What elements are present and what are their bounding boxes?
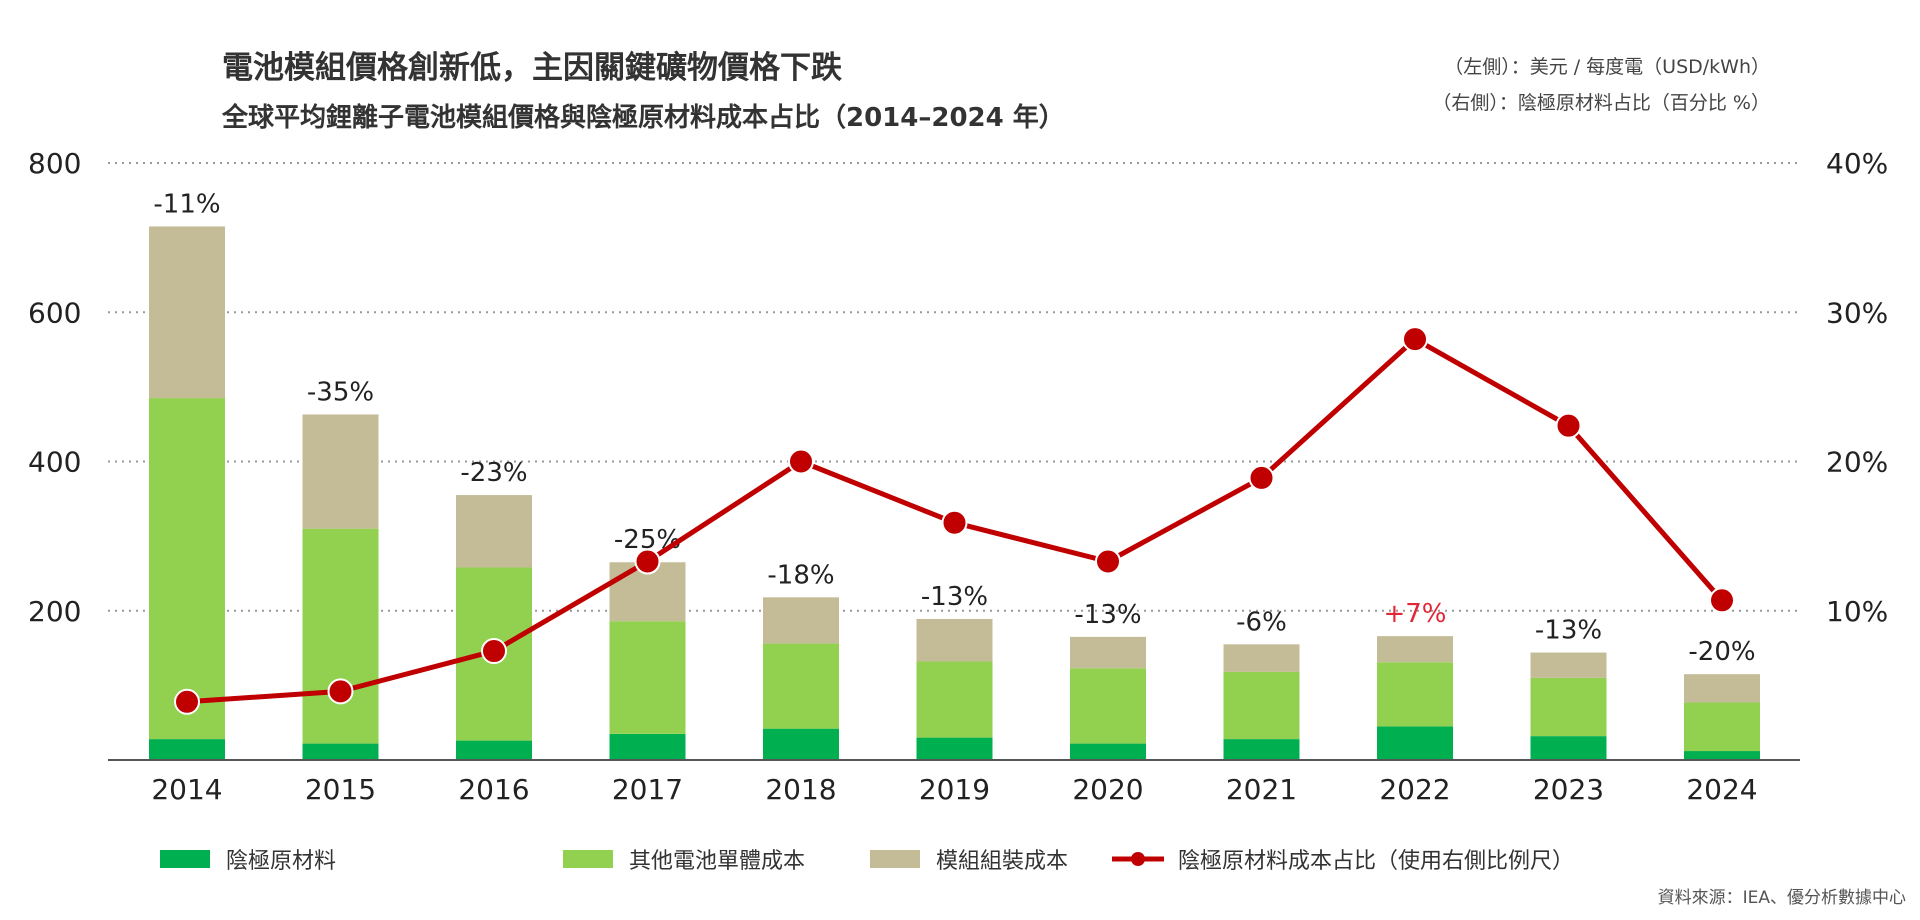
right-axis-tick-label: 20% — [1826, 446, 1888, 479]
bar-other-cell — [1684, 702, 1760, 752]
chart-title: 電池模組價格創新低，主因關鍵礦物價格下跌 — [222, 50, 842, 86]
source-note: 資料來源：IEA、優分析數據中心 — [1657, 888, 1906, 908]
bar-cathode — [1684, 751, 1760, 760]
bar-other-cell — [609, 621, 686, 734]
legend-item-other-cell: 其他電池單體成本 — [563, 843, 805, 875]
chart-subtitle: 全球平均鋰離子電池模組價格與陰極原材料成本占比（2014–2024 年） — [222, 103, 1065, 133]
share-point — [788, 448, 814, 475]
bar-change-label: -35% — [307, 377, 374, 407]
bar-cathode — [609, 733, 686, 760]
bar-change-label: -13% — [1535, 616, 1602, 646]
bar-other-cell — [1223, 671, 1300, 740]
left-axis-unit-note: （左側）：美元 / 每度電（USD/kWh） — [1444, 56, 1770, 78]
legend-label-share-line: 陰極原材料成本占比（使用右側比例尺） — [1178, 849, 1575, 874]
x-axis-tick-label: 2018 — [765, 773, 836, 806]
bar-other-cell — [916, 661, 993, 738]
legend-label-other-cell: 其他電池單體成本 — [629, 849, 806, 874]
left-axis-tick-label: 400 — [28, 446, 81, 479]
legend-swatch-other-cell — [563, 850, 613, 868]
bar-other-cell — [302, 528, 379, 744]
bar-other-cell — [1377, 662, 1453, 727]
bar-assembly — [456, 495, 532, 568]
bar-assembly — [916, 618, 993, 662]
bar-assembly — [302, 414, 379, 529]
x-axis-tick-label: 2023 — [1533, 773, 1604, 806]
legend-label-cathode: 陰極原材料 — [226, 849, 337, 874]
share-point — [941, 509, 968, 536]
bar-change-label: -13% — [921, 582, 988, 612]
right-axis-tick-label: 40% — [1826, 147, 1888, 180]
legend-item-cathode: 陰極原材料 — [160, 843, 336, 875]
bar-cathode — [1223, 739, 1300, 760]
bar-assembly — [1684, 674, 1760, 703]
left-axis-tick-label: 800 — [28, 147, 81, 180]
x-axis-tick-label: 2014 — [151, 773, 222, 806]
bar-change-label: -6% — [1236, 607, 1287, 637]
bar-other-cell — [1070, 668, 1146, 744]
legend-label-assembly: 模組組裝成本 — [936, 849, 1069, 874]
share-point — [1402, 326, 1428, 353]
x-axis-tick-label: 2020 — [1072, 773, 1143, 806]
x-axis-tick-label: 2022 — [1379, 773, 1450, 806]
bar-cathode — [1070, 743, 1146, 760]
legend-swatch-assembly — [870, 850, 920, 868]
left-axis-tick-label: 200 — [28, 595, 81, 628]
bar-other-cell — [1530, 677, 1607, 737]
bar-assembly — [1530, 652, 1607, 678]
bar-change-label: -18% — [767, 560, 834, 590]
bar-change-label: -11% — [153, 189, 220, 219]
bar-change-label: +7% — [1383, 599, 1446, 629]
right-axis-tick-label: 10% — [1826, 595, 1888, 628]
legend-swatch-cathode — [160, 850, 210, 868]
x-axis-tick-label: 2017 — [612, 773, 683, 806]
share-point — [174, 688, 200, 715]
bar-cathode — [302, 743, 379, 760]
share-point — [481, 638, 507, 665]
bar-assembly — [1377, 636, 1453, 663]
legend-item-share-line: 陰極原材料成本占比（使用右側比例尺） — [1110, 843, 1574, 875]
chart-plot-area: 800 40% 600 30% 400 20% 200 10% -11% 2014 -35% 2015… — [28, 147, 1888, 806]
bar-assembly — [763, 597, 839, 644]
legend-line-marker-icon — [1112, 852, 1164, 866]
x-axis-tick-label: 2019 — [919, 773, 990, 806]
bar-cathode — [1530, 736, 1607, 760]
right-axis-unit-note: （右側）：陰極原材料占比（百分比 %） — [1432, 92, 1770, 114]
share-point — [1555, 412, 1582, 439]
share-point — [327, 678, 354, 705]
bar-cathode — [763, 728, 839, 760]
bar-cathode — [456, 740, 532, 760]
x-axis-tick-label: 2021 — [1226, 773, 1297, 806]
x-axis-tick-label: 2024 — [1686, 773, 1757, 806]
share-point — [634, 548, 661, 575]
right-axis-tick-label: 30% — [1826, 296, 1888, 329]
legend-item-assembly: 模組組裝成本 — [870, 843, 1068, 875]
share-point — [1248, 464, 1275, 491]
bar-cathode — [1377, 726, 1453, 760]
bar-change-label: -20% — [1688, 637, 1755, 667]
bar-assembly — [1223, 644, 1300, 672]
bar-assembly — [149, 226, 225, 399]
share-point — [1709, 587, 1735, 614]
left-axis-tick-label: 600 — [28, 296, 81, 329]
bar-change-label: -13% — [1074, 600, 1141, 630]
chart-legend: 陰極原材料 其他電池單體成本 模組組裝成本 陰極原材料成本占比（使用右側比例尺） — [0, 843, 1920, 877]
bar-change-label: -23% — [460, 458, 527, 488]
bar-other-cell — [149, 398, 225, 740]
bar-cathode — [916, 737, 993, 760]
bar-cathode — [149, 739, 225, 760]
x-axis-tick-label: 2016 — [458, 773, 529, 806]
share-point — [1095, 548, 1121, 575]
bar-other-cell — [763, 643, 839, 729]
x-axis-tick-label: 2015 — [305, 773, 376, 806]
bar-assembly — [1070, 636, 1146, 669]
